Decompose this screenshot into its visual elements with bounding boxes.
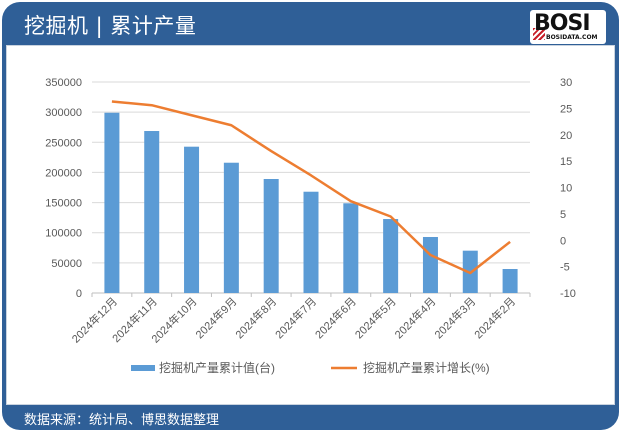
bar (422, 236, 438, 293)
left-axis-tick: 50000 (51, 258, 82, 270)
left-axis-ticks: 350000 300000 250000 200000 150000 100000 5000… (45, 77, 82, 300)
logo-text: BOSI (534, 11, 591, 36)
growth-line (111, 100, 511, 275)
header-bar: 挖掘机 | 累计产量 BOSI BOSIDATA.COM (2, 2, 619, 47)
left-axis-tick: 300000 (45, 107, 82, 119)
bar (104, 112, 120, 293)
bar (383, 219, 399, 293)
right-axis-tick: 20 (560, 130, 572, 142)
right-axis-tick: 15 (560, 156, 572, 168)
bar (184, 146, 200, 293)
left-axis-tick: 150000 (45, 198, 82, 210)
x-axis-label: 2024年2月 (471, 294, 518, 341)
right-axis-tick: 25 (560, 103, 572, 115)
right-axis-tick: -10 (560, 288, 576, 300)
bar (263, 178, 279, 293)
legend-line-label: 挖掘机产量累计增长(%) (363, 360, 490, 375)
x-axis-label: 2024年3月 (431, 294, 478, 341)
bosi-logo: BOSI BOSIDATA.COM (530, 10, 606, 44)
left-axis-tick: 250000 (45, 137, 82, 149)
x-axis-label: 2024年7月 (272, 294, 319, 341)
legend-bar-swatch-icon (131, 365, 155, 371)
logo-stripe-icon (533, 28, 545, 40)
left-axis-tick: 200000 (45, 167, 82, 179)
right-axis-tick: 5 (560, 209, 566, 221)
logo-subtext: BOSIDATA.COM (546, 34, 598, 41)
left-axis-tick: 0 (76, 288, 82, 300)
left-axis-tick: 100000 (45, 228, 82, 240)
right-axis-tick: -5 (560, 262, 570, 274)
left-axis-tick: 350000 (45, 77, 82, 89)
line-series (111, 100, 511, 275)
x-axis-labels: 2024年12月2024年11月2024年10月2024年9月2024年8月20… (69, 294, 519, 345)
bar (144, 131, 160, 293)
legend: 挖掘机产量累计值(台) 挖掘机产量累计增长(%) (131, 360, 490, 375)
x-axis-label: 2024年4月 (391, 294, 438, 341)
legend-bar-label: 挖掘机产量累计值(台) (159, 360, 275, 375)
right-axis-ticks: 30 25 20 15 10 5 0 -5 -10 (560, 77, 576, 300)
right-axis-tick: 30 (560, 77, 572, 89)
bar (303, 191, 319, 293)
x-axis-label: 2024年9月 (192, 294, 239, 341)
bar (223, 162, 239, 293)
x-axis-label: 2024年6月 (312, 294, 359, 341)
right-axis-tick: 0 (560, 235, 566, 247)
bar (502, 269, 518, 293)
data-source: 数据来源：统计局、博思数据整理 (24, 413, 220, 428)
bar-series (104, 112, 518, 293)
bar (343, 203, 359, 293)
page-title: 挖掘机 | 累计产量 (24, 14, 197, 38)
x-axis-label: 2024年5月 (352, 294, 399, 341)
right-axis-tick: 10 (560, 183, 572, 195)
x-axis-label: 2024年8月 (232, 294, 279, 341)
